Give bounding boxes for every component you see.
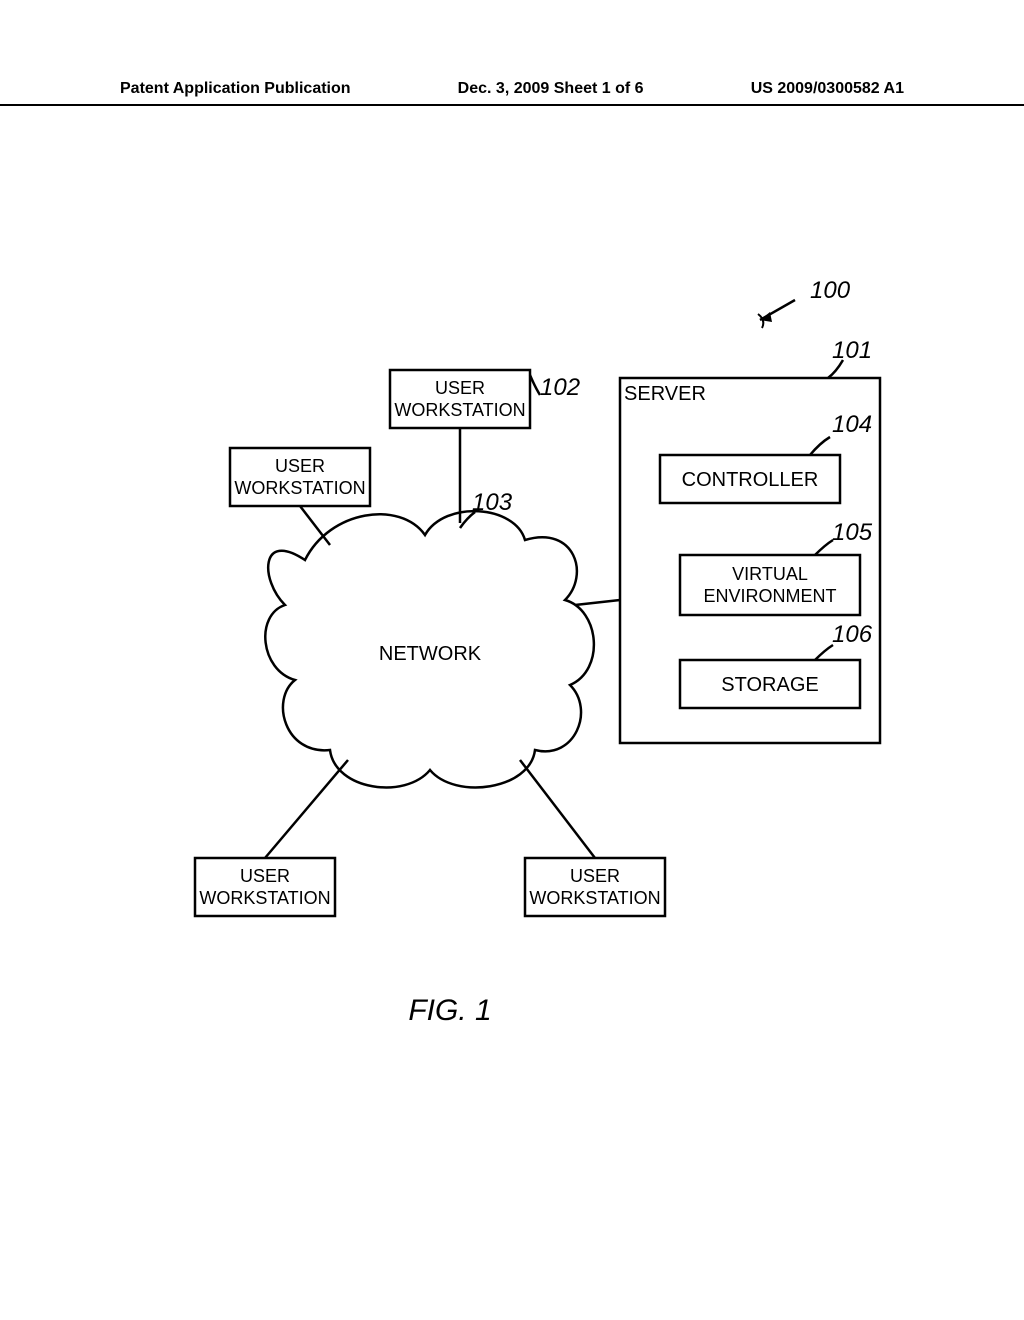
ref-103-label: 103 bbox=[472, 489, 513, 516]
ws-bl-line2: WORKSTATION bbox=[199, 888, 330, 908]
ref-100: 100 bbox=[758, 277, 851, 328]
ws-left-line1: USER bbox=[275, 456, 325, 476]
controller-label: CONTROLLER bbox=[682, 469, 819, 491]
ref-101-label: 101 bbox=[832, 337, 872, 364]
ref-104-label: 104 bbox=[832, 411, 872, 438]
ref-101: 101 bbox=[828, 337, 872, 378]
virtual-environment-box: VIRTUAL ENVIRONMENT bbox=[680, 555, 860, 615]
server-label: SERVER bbox=[624, 383, 706, 405]
ws-top-line1: USER bbox=[435, 378, 485, 398]
ref-105-label: 105 bbox=[832, 519, 873, 546]
edge-server bbox=[575, 600, 620, 605]
ref-102-label: 102 bbox=[540, 374, 580, 401]
ref-100-label: 100 bbox=[810, 277, 851, 304]
ws-br-line2: WORKSTATION bbox=[529, 888, 660, 908]
ws-bl-line1: USER bbox=[240, 866, 290, 886]
edge-ws-bl bbox=[265, 760, 348, 858]
figure-svg: NETWORK USER WORKSTATION USER WORKSTATIO… bbox=[0, 0, 1024, 1320]
ws-left-line2: WORKSTATION bbox=[234, 478, 365, 498]
venv-line2: ENVIRONMENT bbox=[703, 586, 836, 606]
ref-106-label: 106 bbox=[832, 621, 873, 648]
venv-line1: VIRTUAL bbox=[732, 564, 808, 584]
page: Patent Application Publication Dec. 3, 2… bbox=[0, 0, 1024, 1320]
storage-box: STORAGE bbox=[680, 660, 860, 708]
user-workstation-top: USER WORKSTATION bbox=[390, 370, 530, 428]
ref-102: 102 bbox=[530, 374, 580, 401]
user-workstation-bottom-left: USER WORKSTATION bbox=[195, 858, 335, 916]
edge-ws-left bbox=[300, 506, 330, 545]
edge-ws-br bbox=[520, 760, 595, 858]
figure-label: FIG. 1 bbox=[408, 994, 491, 1027]
user-workstation-bottom-right: USER WORKSTATION bbox=[525, 858, 665, 916]
controller-box: CONTROLLER bbox=[660, 455, 840, 503]
storage-label: STORAGE bbox=[721, 674, 818, 696]
network-label: NETWORK bbox=[379, 643, 482, 665]
user-workstation-left: USER WORKSTATION bbox=[230, 448, 370, 506]
ws-top-line2: WORKSTATION bbox=[394, 400, 525, 420]
ws-br-line1: USER bbox=[570, 866, 620, 886]
network-cloud: NETWORK bbox=[265, 511, 594, 787]
